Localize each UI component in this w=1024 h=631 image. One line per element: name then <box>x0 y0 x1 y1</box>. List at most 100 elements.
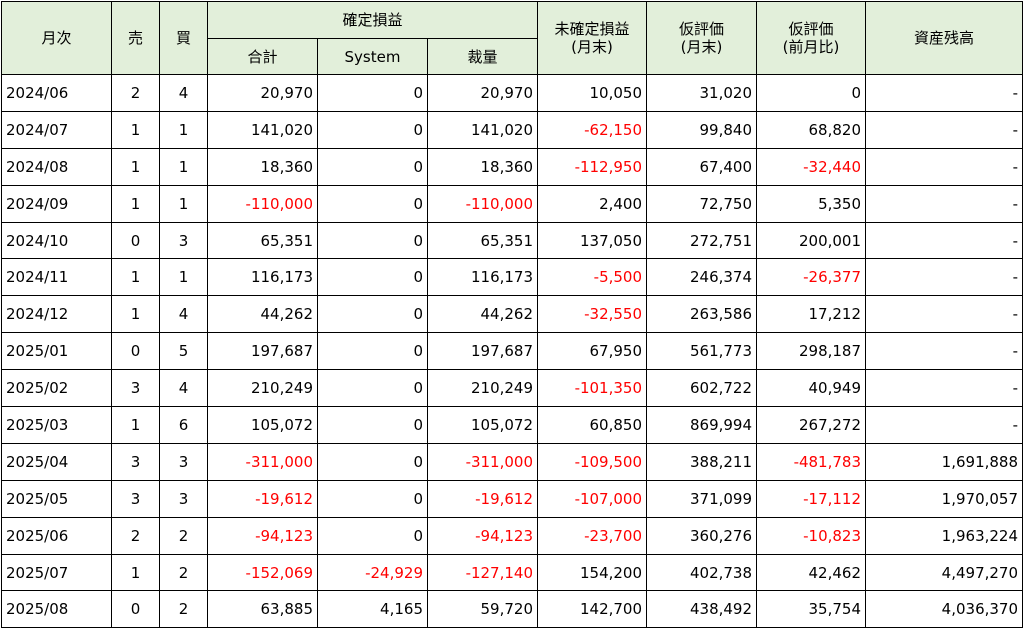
table-row: 2025/08 0 2 63,885 4,165 59,720 142,700 438,492… <box>1 590 1024 629</box>
cell-valuation-mom: 17,212 <box>756 295 867 334</box>
table-row: 2025/06 2 2 -94,123 0 -94,123 -23,700 360,276 -1… <box>1 516 1024 555</box>
cell-realized-discretionary: -94,123 <box>426 516 539 555</box>
cell-balance: - <box>865 369 1024 408</box>
cell-valuation: 263,586 <box>646 295 758 334</box>
cell-valuation: 869,994 <box>646 406 758 444</box>
table-row: 2024/10 0 3 65,351 0 65,351 137,050 272,751 200,… <box>1 221 1024 260</box>
cell-realized-total: 210,249 <box>207 369 318 408</box>
cell-realized-total: 18,360 <box>207 147 318 186</box>
cell-buy-count: 1 <box>159 110 208 149</box>
header-valuation-mom: 仮評価 (前月比) <box>756 1 867 75</box>
cell-balance: 1,963,224 <box>865 516 1024 555</box>
cell-month: 2024/08 <box>1 147 112 186</box>
cell-realized-system: 0 <box>317 295 428 334</box>
cell-balance: - <box>865 184 1024 223</box>
cell-unrealized: 67,950 <box>537 332 648 371</box>
cell-valuation-mom: -17,112 <box>756 479 867 518</box>
cell-valuation: 67,400 <box>646 147 758 186</box>
cell-valuation: 72,750 <box>646 184 758 223</box>
cell-valuation: 99,840 <box>646 110 758 149</box>
cell-balance: - <box>865 295 1024 334</box>
header-realized-total: 合計 <box>207 38 318 75</box>
cell-unrealized: 2,400 <box>537 184 648 223</box>
cell-balance: 1,970,057 <box>865 479 1024 518</box>
cell-buy-count: 1 <box>159 147 208 186</box>
cell-buy-count: 1 <box>159 184 208 223</box>
cell-month: 2025/03 <box>1 406 112 444</box>
header-month: 月次 <box>1 1 112 75</box>
cell-valuation-mom: -26,377 <box>756 258 867 297</box>
table-row: 2024/12 1 4 44,262 0 44,262 -32,550 263,586 17,2… <box>1 295 1024 334</box>
cell-sell-count: 0 <box>111 590 160 629</box>
cell-realized-system: -24,929 <box>317 553 428 592</box>
cell-buy-count: 2 <box>159 516 208 555</box>
cell-valuation: 360,276 <box>646 516 758 555</box>
cell-realized-system: 0 <box>317 479 428 518</box>
cell-realized-discretionary: 65,351 <box>426 221 539 260</box>
cell-month: 2024/12 <box>1 295 112 334</box>
cell-month: 2024/07 <box>1 110 112 149</box>
cell-unrealized: -23,700 <box>537 516 648 555</box>
cell-buy-count: 2 <box>159 590 208 629</box>
cell-valuation: 31,020 <box>646 74 758 112</box>
cell-balance: - <box>865 221 1024 260</box>
cell-month: 2024/10 <box>1 221 112 260</box>
cell-realized-total: -311,000 <box>207 442 318 481</box>
cell-unrealized: 60,850 <box>537 406 648 444</box>
cell-sell-count: 1 <box>111 110 160 149</box>
cell-month: 2024/06 <box>1 74 112 112</box>
cell-realized-total: 197,687 <box>207 332 318 371</box>
cell-realized-total: 141,020 <box>207 110 318 149</box>
table-body: 2024/06 2 4 20,970 0 20,970 10,050 31,020 0-2024… <box>1 74 1024 629</box>
cell-unrealized: -32,550 <box>537 295 648 334</box>
header-sell: 売 <box>111 1 160 75</box>
cell-unrealized: 142,700 <box>537 590 648 629</box>
cell-realized-system: 4,165 <box>317 590 428 629</box>
cell-sell-count: 1 <box>111 147 160 186</box>
cell-month: 2025/06 <box>1 516 112 555</box>
table-row: 2024/11 1 1 116,173 0 116,173 -5,500 246,374 -26… <box>1 258 1024 297</box>
cell-buy-count: 2 <box>159 553 208 592</box>
cell-buy-count: 3 <box>159 442 208 481</box>
header-realized-system: System <box>317 38 428 75</box>
cell-sell-count: 1 <box>111 258 160 297</box>
cell-unrealized: 154,200 <box>537 553 648 592</box>
header-valuation-line1: 仮評価 <box>679 20 725 38</box>
cell-month: 2025/04 <box>1 442 112 481</box>
header-valuation-line2: (月末) <box>680 38 723 56</box>
cell-realized-discretionary: -19,612 <box>426 479 539 518</box>
table-row: 2025/02 3 4 210,249 0 210,249 -101,350 602,722 4… <box>1 369 1024 408</box>
cell-unrealized: -107,000 <box>537 479 648 518</box>
cell-valuation: 388,211 <box>646 442 758 481</box>
cell-realized-system: 0 <box>317 442 428 481</box>
cell-realized-total: -94,123 <box>207 516 318 555</box>
cell-month: 2025/05 <box>1 479 112 518</box>
cell-sell-count: 1 <box>111 184 160 223</box>
cell-valuation-mom: 40,949 <box>756 369 867 408</box>
cell-realized-system: 0 <box>317 74 428 112</box>
cell-valuation: 371,099 <box>646 479 758 518</box>
cell-realized-system: 0 <box>317 110 428 149</box>
cell-balance: 1,691,888 <box>865 442 1024 481</box>
header-valuation: 仮評価 (月末) <box>646 1 758 75</box>
cell-valuation-mom: 68,820 <box>756 110 867 149</box>
header-valuation-mom-line1: 仮評価 <box>788 20 834 38</box>
cell-realized-system: 0 <box>317 147 428 186</box>
table-row: 2024/07 1 1 141,020 0 141,020 -62,150 99,840 68,… <box>1 110 1024 149</box>
cell-unrealized: -109,500 <box>537 442 648 481</box>
cell-month: 2024/09 <box>1 184 112 223</box>
header-valuation-mom-line2: (前月比) <box>782 38 840 56</box>
header-realized-discretionary: 裁量 <box>426 38 539 75</box>
cell-realized-system: 0 <box>317 332 428 371</box>
cell-realized-system: 0 <box>317 258 428 297</box>
cell-realized-discretionary: -311,000 <box>426 442 539 481</box>
cell-sell-count: 3 <box>111 442 160 481</box>
cell-buy-count: 6 <box>159 406 208 444</box>
cell-buy-count: 4 <box>159 74 208 112</box>
cell-valuation-mom: -10,823 <box>756 516 867 555</box>
cell-valuation-mom: 267,272 <box>756 406 867 444</box>
cell-valuation: 272,751 <box>646 221 758 260</box>
cell-sell-count: 2 <box>111 516 160 555</box>
header-balance: 資産残高 <box>865 1 1024 75</box>
